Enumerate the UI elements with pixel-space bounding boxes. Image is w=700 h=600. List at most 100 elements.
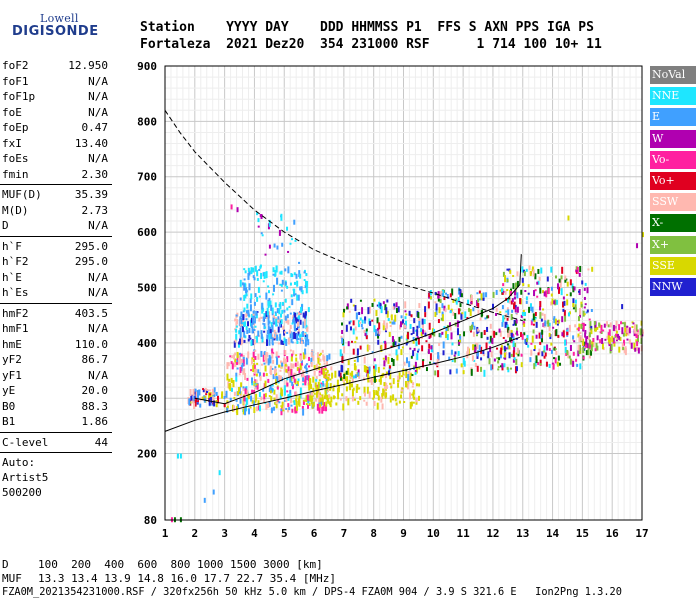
- echo-point: [226, 362, 229, 370]
- echo-point: [526, 334, 529, 340]
- echo-point: [212, 489, 215, 495]
- echo-point: [397, 379, 400, 382]
- echo-point: [508, 345, 511, 350]
- echo-point: [622, 347, 625, 351]
- echo-point: [196, 399, 199, 403]
- echo-point: [550, 286, 553, 291]
- echo-point: [350, 375, 353, 378]
- echo-point: [280, 283, 283, 287]
- plot-frame: [164, 65, 643, 521]
- echo-point: [273, 284, 276, 292]
- echo-point: [348, 321, 351, 325]
- param-row: h`F2 295.0: [0, 254, 112, 270]
- echo-point: [418, 367, 421, 370]
- echo-point: [274, 367, 277, 374]
- echo-point: [537, 352, 540, 356]
- echo-point: [542, 350, 545, 353]
- param-row: foEp 0.47: [0, 120, 112, 136]
- echo-point: [513, 296, 516, 300]
- echo-point: [281, 301, 284, 305]
- echo-point: [239, 279, 242, 287]
- echo-point: [265, 373, 268, 377]
- echo-point: [233, 396, 236, 399]
- param-label: C-level: [2, 435, 49, 449]
- param-value: N/A: [88, 368, 108, 382]
- echo-point: [305, 367, 308, 374]
- echo-point: [527, 344, 530, 348]
- echo-point: [409, 323, 412, 329]
- echo-point: [619, 336, 622, 341]
- echo-point: [476, 292, 479, 295]
- echo-point: [229, 397, 232, 401]
- echo-point: [509, 269, 512, 274]
- echo-point: [273, 338, 276, 341]
- echo-point: [409, 375, 412, 382]
- echo-point: [285, 407, 288, 410]
- echo-point: [190, 394, 193, 401]
- echo-point: [194, 395, 197, 399]
- echo-point: [349, 326, 352, 331]
- echo-point: [263, 399, 266, 404]
- echo-point: [583, 346, 586, 349]
- echo-point: [300, 340, 303, 344]
- echo-point: [428, 343, 431, 349]
- echo-point: [398, 400, 401, 404]
- y-tick-label: 800: [137, 115, 157, 128]
- echo-point: [579, 265, 582, 272]
- echo-point: [272, 267, 275, 273]
- echo-point: [397, 375, 400, 380]
- echo-point: [258, 317, 261, 322]
- param-row: yF2 86.7: [0, 352, 112, 368]
- echo-point: [382, 357, 385, 360]
- echo-point: [295, 395, 298, 398]
- echo-point: [176, 453, 179, 459]
- param-row: foF1p N/A: [0, 89, 112, 105]
- echo-point: [260, 363, 263, 366]
- echo-point: [505, 310, 508, 313]
- echo-point: [364, 316, 367, 321]
- echo-point: [336, 379, 339, 387]
- echo-point: [244, 294, 247, 299]
- echo-point: [313, 392, 316, 395]
- echo-point: [418, 383, 421, 387]
- echo-point: [566, 332, 569, 336]
- echo-point: [380, 306, 383, 314]
- echo-point: [264, 355, 267, 361]
- echo-point: [326, 380, 329, 386]
- echo-point: [297, 398, 300, 406]
- echo-point: [253, 301, 256, 306]
- echo-point: [449, 326, 452, 331]
- legend-item-x-: X-: [650, 214, 696, 233]
- echo-point: [251, 389, 254, 394]
- echo-point: [442, 341, 445, 349]
- echo-point: [262, 322, 265, 325]
- echo-point: [480, 357, 483, 361]
- echo-point: [352, 304, 355, 307]
- echo-point: [268, 219, 271, 227]
- echo-point: [345, 370, 348, 375]
- echo-point: [291, 273, 294, 277]
- echo-point: [315, 376, 318, 380]
- echo-point: [530, 342, 533, 345]
- echo-point: [378, 379, 381, 383]
- echo-point: [308, 402, 311, 406]
- echo-point: [412, 350, 415, 357]
- echo-point: [242, 368, 245, 375]
- echo-point: [221, 391, 224, 397]
- echo-point: [281, 401, 284, 408]
- echo-point: [392, 359, 395, 367]
- echo-point: [253, 381, 256, 387]
- echo-point: [482, 297, 485, 301]
- echo-point: [283, 358, 286, 364]
- echo-point: [580, 304, 583, 308]
- echo-point: [637, 347, 640, 354]
- echo-point: [407, 378, 410, 385]
- echo-point: [252, 358, 255, 362]
- echo-point: [241, 362, 244, 367]
- echo-point: [512, 333, 515, 337]
- echo-point: [515, 366, 518, 372]
- echo-point: [285, 396, 288, 402]
- param-label: foE: [2, 105, 22, 119]
- echo-point: [268, 330, 271, 338]
- echo-point: [491, 330, 494, 336]
